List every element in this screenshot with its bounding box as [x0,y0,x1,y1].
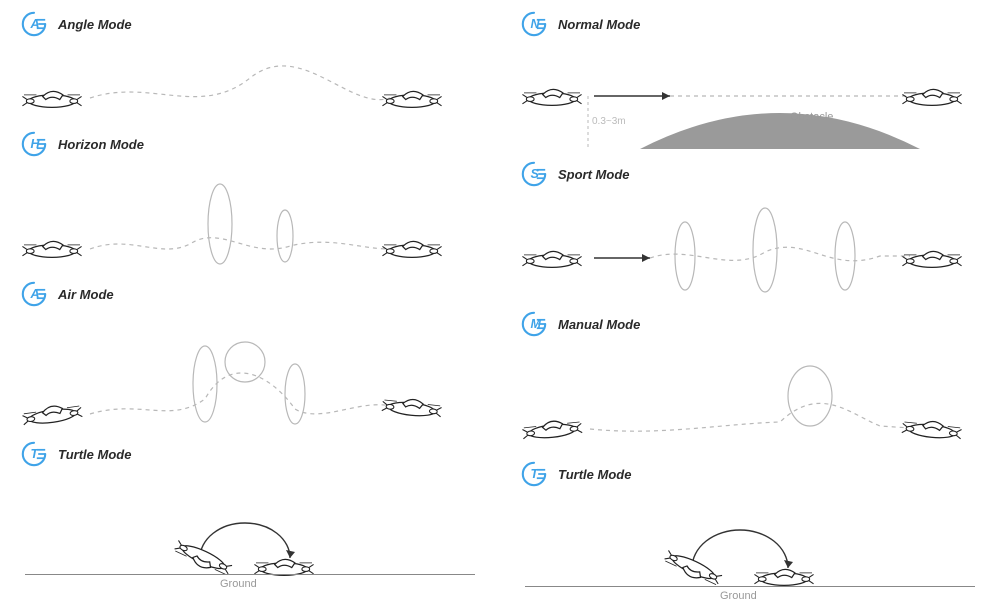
mode-icon: T [20,440,48,468]
mode-icon: N [520,10,548,38]
mode-title: Angle Mode [58,17,132,32]
mode-block: N Normal Mode Obstacle 0.3~3m [520,10,980,160]
drone-end-icon [252,552,316,580]
drone-start-icon [20,399,84,427]
mode-icon: M [520,310,548,338]
mode-block: S Sport Mode [520,160,980,310]
drone-end-icon [900,82,964,110]
mode-block: T Turtle Mode Ground [20,440,480,570]
mode-icon: S [520,160,548,188]
mode-title: Turtle Mode [558,467,631,482]
mode-title: Air Mode [58,287,114,302]
columns-wrapper: A Angle Mode H Horizon Mode [0,0,1000,583]
mode-header: H Horizon Mode [20,130,480,158]
drone-start-icon [20,234,84,262]
drone-start-icon [20,84,84,112]
ground-line [525,586,975,587]
mode-title: Horizon Mode [58,137,144,152]
ground-label: Ground [220,578,257,590]
ground-line [25,574,475,575]
mode-title: Normal Mode [558,17,640,32]
mode-header: T Turtle Mode [20,440,480,468]
mode-title: Manual Mode [558,317,640,332]
mode-header: A Air Mode [20,280,480,308]
mode-diagram [520,344,980,460]
mode-header: N Normal Mode [520,10,980,38]
mode-icon: H [20,130,48,158]
drone-end-icon [380,234,444,262]
mode-diagram [20,164,480,280]
mode-header: A Angle Mode [20,10,480,38]
mode-header: M Manual Mode [520,310,980,338]
mode-title: Sport Mode [558,167,630,182]
mode-block: A Angle Mode [20,10,480,130]
drone-start-icon [520,414,584,442]
height-label: 0.3~3m [592,116,626,127]
mode-block: M Manual Mode [520,310,980,460]
mode-diagram: Ground [20,474,480,570]
left-column: A Angle Mode H Horizon Mode [0,0,500,583]
mode-diagram: Obstacle 0.3~3m [520,44,980,160]
mode-header: S Sport Mode [520,160,980,188]
mode-icon: A [20,10,48,38]
drone-start-icon [520,244,584,272]
mode-block: H Horizon Mode [20,130,480,280]
mode-block: T Turtle Mode Ground [520,460,980,580]
mode-title: Turtle Mode [58,447,131,462]
mode-header: T Turtle Mode [520,460,980,488]
mode-diagram [20,314,480,440]
mode-diagram: Ground [520,494,980,580]
right-column: N Normal Mode Obstacle 0.3~3m S [500,0,1000,583]
drone-start-icon [520,82,584,110]
drone-end-icon [380,84,444,112]
mode-icon: A [20,280,48,308]
drone-end-icon [380,392,444,420]
mode-icon: T [520,460,548,488]
mode-diagram [20,44,480,130]
drone-end-icon [900,414,964,442]
obstacle-label: Obstacle [790,111,833,123]
mode-block: A Air Mode [20,280,480,440]
ground-label: Ground [720,590,757,602]
drone-end-icon [900,244,964,272]
mode-diagram [520,194,980,310]
